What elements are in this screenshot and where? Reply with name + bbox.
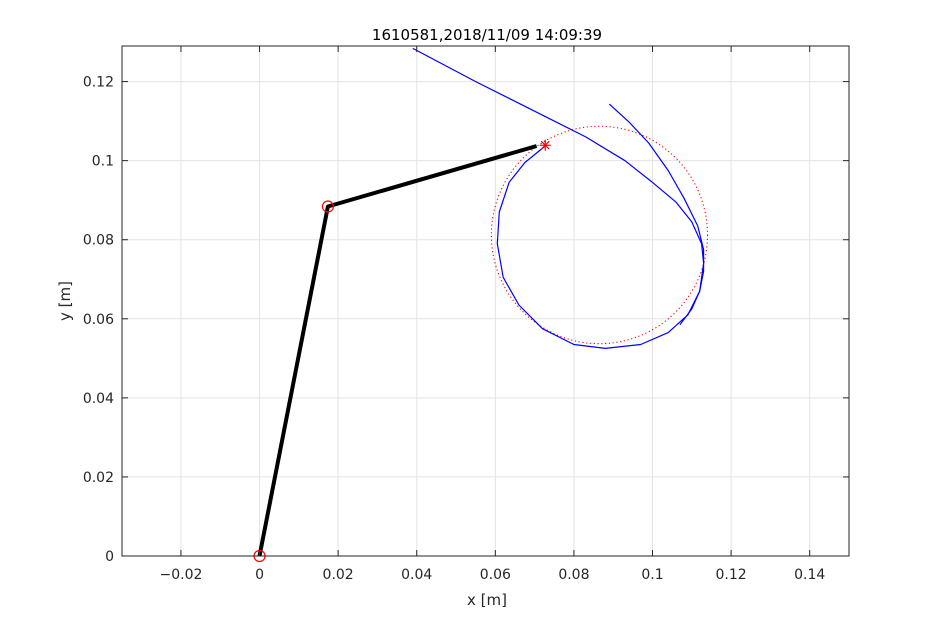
x-axis-ticks: −0.02 0 0.02 0.04 0.06 0.08 0.1 0.12 0.14	[159, 46, 825, 583]
y-tick-label: 0.08	[83, 233, 114, 249]
y-tick-label: 0.02	[83, 470, 114, 486]
arm-link-line	[257, 144, 538, 557]
x-tick-label: 0.1	[641, 567, 663, 583]
target-asterisk-marker	[539, 139, 551, 151]
x-tick-label: −0.02	[159, 567, 202, 583]
x-tick-label: 0.06	[480, 567, 511, 583]
x-axis-label: x [m]	[467, 591, 507, 609]
y-tick-label: 0.1	[92, 154, 114, 170]
chart-title: 1610581,2018/11/09 14:09:39	[372, 26, 602, 44]
y-axis-label: y [m]	[56, 281, 74, 321]
y-tick-label: 0.04	[83, 391, 114, 407]
plot-frame	[121, 45, 850, 557]
x-tick-label: 0.08	[558, 567, 589, 583]
x-tick-label: 0.04	[401, 567, 432, 583]
x-tick-label: 0	[255, 567, 264, 583]
x-tick-label: 0.02	[323, 567, 354, 583]
trajectory-2-line	[608, 103, 705, 326]
trajectory-lines	[412, 47, 705, 349]
reference-circle-line	[490, 125, 709, 345]
grid-lines	[122, 46, 849, 557]
y-tick-label: 0	[105, 549, 114, 565]
y-tick-label: 0.12	[83, 75, 114, 91]
trajectory-1-line	[412, 47, 705, 349]
x-tick-label: 0.14	[794, 567, 825, 583]
reference-circle	[490, 125, 709, 345]
x-tick-label: 0.12	[716, 567, 747, 583]
joint-marker	[321, 200, 335, 213]
arm-links	[257, 144, 538, 557]
y-tick-label: 0.06	[83, 312, 114, 328]
y-axis-ticks: 0 0.02 0.04 0.06 0.08 0.1 0.12	[83, 75, 849, 565]
